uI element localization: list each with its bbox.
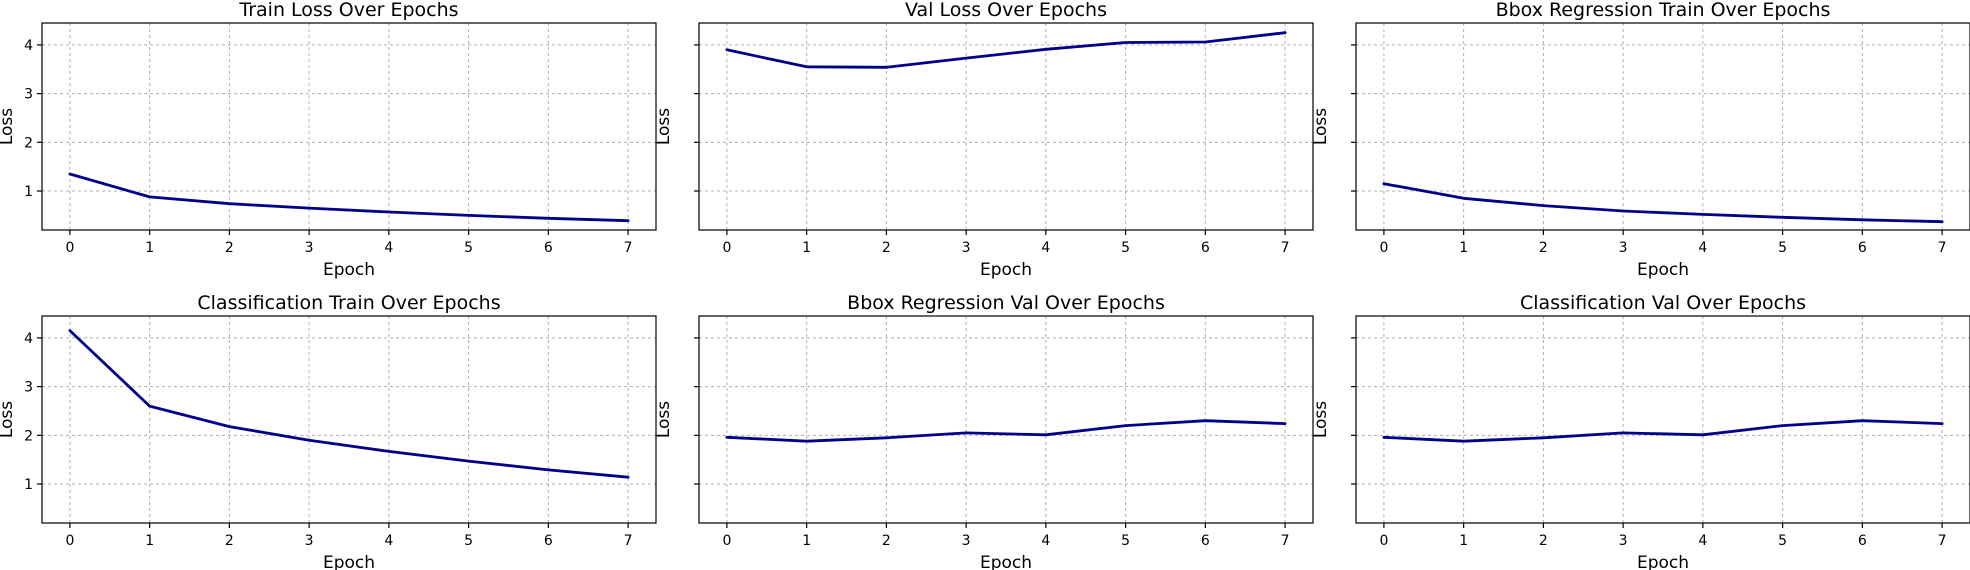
x-tick-label: 0 — [1379, 240, 1388, 256]
series-line — [725, 419, 1287, 443]
x-tick-label: 6 — [1858, 533, 1867, 549]
subplot-4: 0 1 2 3 4 5 6 7 1 2 3 4 Classification Train Over Ep… — [0, 292, 657, 570]
axes-frame — [41, 22, 657, 231]
axes-frame — [698, 22, 1314, 231]
x-tick-label: 4 — [1698, 240, 1707, 256]
x-tick-label: 6 — [544, 240, 553, 256]
x-tick-label: 1 — [802, 240, 811, 256]
x-tick-label: 6 — [544, 533, 553, 549]
x-tick-label: 5 — [1778, 240, 1787, 256]
x-tick-label: 7 — [624, 240, 633, 256]
chart-title: Bbox Regression Val Over Epochs — [847, 292, 1165, 314]
y-tick-label: 3 — [24, 380, 33, 396]
y-axis-label: Loss — [1311, 108, 1331, 145]
x-tick-label: 7 — [1938, 533, 1947, 549]
series-line — [725, 31, 1287, 69]
x-tick-label: 2 — [225, 533, 234, 549]
x-axis-label: Epoch — [323, 553, 375, 570]
x-tick-label: 5 — [464, 240, 473, 256]
y-tick-label: 4 — [24, 38, 33, 54]
x-tick-label: 5 — [1121, 533, 1130, 549]
subplot-2: 0 1 2 3 4 5 6 7 Val Loss Over Epochs Epoch Loss — [654, 0, 1314, 280]
chart-title: Train Loss Over Epochs — [238, 0, 458, 21]
x-tick-label: 1 — [802, 533, 811, 549]
y-axis-label: Loss — [654, 401, 674, 438]
x-axis-label: Epoch — [980, 260, 1032, 280]
x-tick-label: 5 — [464, 533, 473, 549]
subplot-1: 0 1 2 3 4 5 6 7 1 2 3 4 Train Loss Over Epochs Epoch L… — [0, 0, 657, 280]
y-tick-label: 4 — [24, 331, 33, 347]
x-tick-label: 3 — [305, 240, 314, 256]
y-tick-label: 1 — [24, 477, 33, 493]
x-axis-label: Epoch — [323, 260, 375, 280]
x-tick-label: 1 — [145, 240, 154, 256]
x-tick-label: 0 — [722, 240, 731, 256]
chart-title: Classification Val Over Epochs — [1520, 292, 1806, 314]
x-tick-label: 7 — [624, 533, 633, 549]
y-tick-label: 1 — [24, 184, 33, 200]
x-tick-label: 1 — [145, 533, 154, 549]
axes-frame — [698, 315, 1314, 524]
x-tick-label: 7 — [1281, 533, 1290, 549]
x-tick-label: 0 — [722, 533, 731, 549]
x-tick-label: 4 — [384, 533, 393, 549]
series-line — [1382, 182, 1944, 224]
chart-title: Bbox Regression Train Over Epochs — [1496, 0, 1831, 21]
x-axis-label: Epoch — [1637, 553, 1689, 570]
x-tick-label: 1 — [1459, 533, 1468, 549]
x-tick-label: 1 — [1459, 240, 1468, 256]
x-tick-label: 0 — [1379, 533, 1388, 549]
x-tick-label: 4 — [384, 240, 393, 256]
y-tick-label: 3 — [24, 87, 33, 103]
y-tick-label: 2 — [24, 428, 33, 444]
x-tick-label: 0 — [65, 240, 74, 256]
x-tick-label: 5 — [1121, 240, 1130, 256]
chart-title: Val Loss Over Epochs — [905, 0, 1107, 21]
series-line — [68, 329, 630, 479]
series-line — [1382, 419, 1944, 443]
axes-frame — [1355, 22, 1970, 231]
chart-title: Classification Train Over Epochs — [197, 292, 500, 314]
subplot-3: 0 1 2 3 4 5 6 7 Bbox Regression Train Over Epoch… — [1311, 0, 1970, 280]
x-tick-label: 7 — [1281, 240, 1290, 256]
x-tick-label: 4 — [1041, 240, 1050, 256]
x-axis-label: Epoch — [980, 553, 1032, 570]
x-tick-label: 5 — [1778, 533, 1787, 549]
x-tick-label: 6 — [1858, 240, 1867, 256]
x-tick-label: 3 — [305, 533, 314, 549]
x-tick-label: 4 — [1041, 533, 1050, 549]
x-tick-label: 2 — [882, 240, 891, 256]
axes-frame — [1355, 315, 1970, 524]
x-tick-label: 3 — [1619, 533, 1628, 549]
x-axis-label: Epoch — [1637, 260, 1689, 280]
x-tick-label: 3 — [962, 240, 971, 256]
y-axis-label: Loss — [1311, 401, 1331, 438]
x-tick-label: 0 — [65, 533, 74, 549]
series-line — [68, 172, 630, 223]
x-tick-label: 7 — [1938, 240, 1947, 256]
x-tick-label: 2 — [225, 240, 234, 256]
x-tick-label: 2 — [882, 533, 891, 549]
x-tick-label: 2 — [1539, 240, 1548, 256]
subplot-6: 0 1 2 3 4 5 6 7 Classification Val Over Epochs Ep… — [1311, 292, 1970, 570]
y-axis-label: Loss — [654, 108, 674, 145]
subplot-5: 0 1 2 3 4 5 6 7 Bbox Regression Val Over Epochs E… — [654, 292, 1314, 570]
x-tick-label: 6 — [1201, 533, 1210, 549]
x-tick-label: 4 — [1698, 533, 1707, 549]
y-axis-label: Loss — [0, 108, 17, 145]
y-axis-label: Loss — [0, 401, 17, 438]
x-tick-label: 2 — [1539, 533, 1548, 549]
y-tick-label: 2 — [24, 135, 33, 151]
x-tick-label: 3 — [962, 533, 971, 549]
x-tick-label: 6 — [1201, 240, 1210, 256]
axes-frame — [41, 315, 657, 524]
x-tick-label: 3 — [1619, 240, 1628, 256]
